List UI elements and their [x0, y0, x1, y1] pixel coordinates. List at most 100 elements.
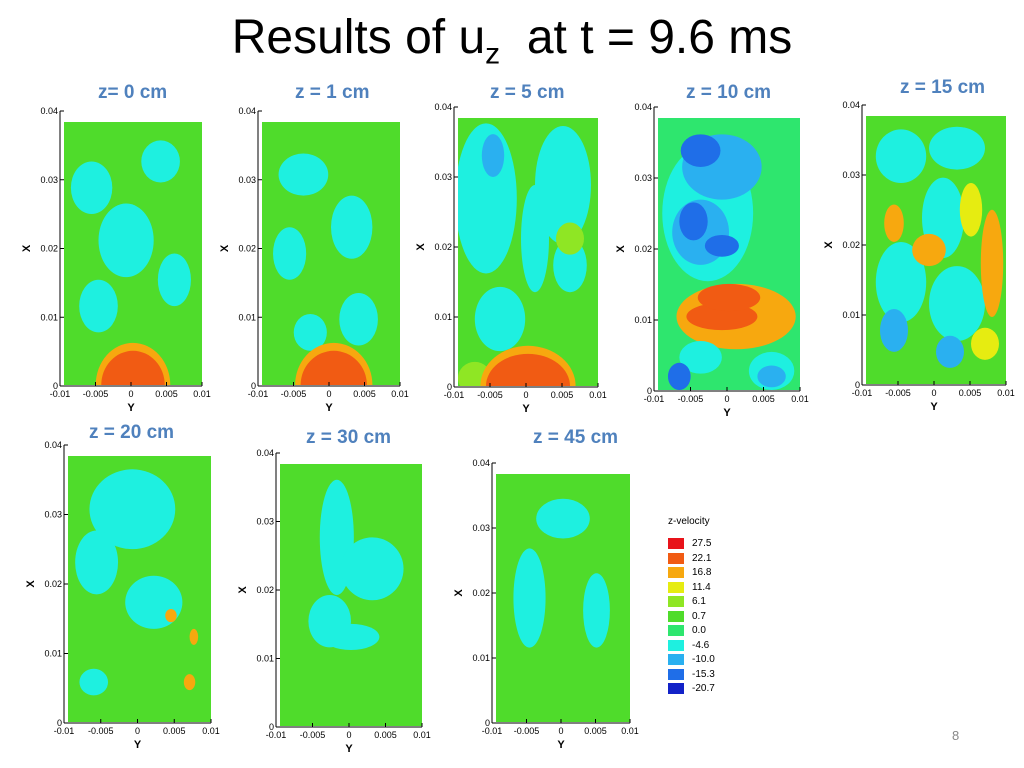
contour-plot-z45: 0 0.01 0.02 0.03 0.04 -0.01 -0.005 0 0.005 0.01 Y X: [453, 458, 639, 751]
legend-level: -20.7: [668, 683, 738, 694]
contour-plot-z20: 0 0.01 0.02 0.03 0.04 -0.01 -0.005 0 0.005 0.01 Y X: [25, 440, 220, 751]
panel-title-z30: z = 30 cm: [306, 427, 392, 448]
x-axis-label: Y: [325, 402, 333, 414]
legend-level: -4.6: [668, 639, 738, 651]
y-tick-label: 0.02: [44, 579, 62, 589]
y-tick-label: 0.04: [472, 458, 490, 468]
contour-region: [513, 548, 546, 648]
x-tick-label: 0: [558, 726, 563, 736]
contour-region: [486, 353, 570, 386]
legend-label: -20.7: [692, 683, 715, 694]
y-axis-label: X: [21, 244, 33, 252]
y-tick-label: 0: [251, 381, 256, 391]
contour-region: [474, 286, 526, 352]
x-tick-label: 0.005: [163, 726, 186, 736]
title-subscript: z: [485, 37, 501, 71]
y-tick-label: 0: [485, 718, 490, 728]
x-tick-label: -0.005: [83, 389, 109, 399]
legend-swatch: [668, 668, 684, 680]
x-tick-label: 0.01: [997, 388, 1015, 398]
contour-region: [929, 126, 985, 170]
contour-region: [980, 209, 1004, 317]
contour-region: [273, 227, 307, 280]
y-tick-label: 0.03: [256, 517, 274, 527]
x-tick-label: -0.01: [444, 390, 465, 400]
contour-plot-z30: 0 0.01 0.02 0.03 0.04 -0.01 -0.005 0 0.005 0.01 Y X: [237, 448, 431, 755]
contour-region: [553, 238, 587, 293]
y-tick-label: 0.02: [238, 244, 256, 254]
y-tick-label: 0.02: [256, 585, 274, 595]
x-tick-label: -0.005: [88, 726, 114, 736]
x-tick-label: -0.01: [482, 726, 503, 736]
contour-region: [75, 530, 119, 595]
y-tick-label: 0.04: [238, 106, 256, 116]
contour-region: [339, 292, 378, 346]
x-axis-label: Y: [127, 402, 135, 414]
y-tick-label: 0.03: [238, 175, 256, 185]
contour-region: [679, 202, 708, 241]
legend-label: 22.1: [692, 552, 712, 564]
x-tick-label: 0.005: [584, 726, 607, 736]
contour-region: [293, 313, 327, 351]
x-axis-label: Y: [345, 743, 353, 755]
panel-title-z0: z= 0 cm: [98, 82, 168, 103]
legend-level: 27.5: [668, 538, 738, 549]
x-axis-label: Y: [134, 739, 142, 751]
x-tick-label: 0: [128, 389, 133, 399]
contour-region: [183, 674, 196, 691]
x-tick-label: 0.005: [551, 390, 574, 400]
contour-region: [959, 183, 983, 237]
contour-region: [70, 161, 113, 215]
contour-region: [536, 498, 590, 539]
panel-title-z5: z = 5 cm: [490, 82, 565, 103]
x-tick-label: 0: [326, 389, 331, 399]
x-tick-label: -0.01: [852, 388, 873, 398]
y-axis-label: X: [219, 244, 231, 252]
contour-region: [300, 350, 367, 385]
legend-title: z-velocity: [668, 516, 710, 527]
y-axis-label: X: [25, 580, 37, 588]
contour-region: [757, 365, 786, 388]
x-tick-label: -0.01: [248, 389, 269, 399]
y-tick-label: 0.01: [40, 312, 58, 322]
x-tick-label: 0.005: [959, 388, 982, 398]
contour-region: [971, 327, 999, 360]
contour-region: [189, 628, 199, 645]
legend-level: -10.0: [668, 654, 738, 665]
x-tick-label: 0.005: [752, 394, 775, 404]
contour-plot-z1: 0 0.01 0.02 0.03 0.04 -0.01 -0.005 0 0.005 0.01 Y X: [219, 106, 409, 414]
x-tick-label: -0.01: [50, 389, 71, 399]
legend-swatch: [668, 610, 684, 622]
color-legend: z-velocity 27.5 22.1 16.8 11.4 6.1 0.7 0.0 -4.6…: [668, 516, 738, 694]
x-tick-label: 0.005: [155, 389, 178, 399]
contour-region: [667, 362, 691, 390]
contour-region: [157, 253, 191, 307]
x-tick-label: 0: [931, 388, 936, 398]
y-axis-label: X: [237, 586, 249, 594]
contour-region: [556, 222, 584, 255]
y-tick-label: 0.03: [634, 173, 652, 183]
y-axis-label: X: [615, 245, 627, 253]
contour-region: [697, 283, 761, 312]
x-tick-label: -0.005: [477, 390, 503, 400]
x-tick-label: 0.01: [589, 390, 607, 400]
x-tick-label: 0: [724, 394, 729, 404]
legend-swatch: [668, 538, 684, 549]
panel-title-z45: z = 45 cm: [533, 427, 619, 448]
contour-region: [912, 233, 946, 267]
page-number: 8: [952, 728, 960, 743]
contour-region: [141, 140, 180, 183]
legend-label: 0.7: [692, 610, 706, 622]
title-main: Results of u: [231, 11, 486, 64]
y-tick-label: 0.03: [472, 523, 490, 533]
panel-title-z20: z = 20 cm: [89, 422, 175, 443]
legend-swatch: [668, 654, 684, 665]
x-tick-label: -0.01: [644, 394, 665, 404]
legend-swatch: [668, 581, 684, 593]
contour-region: [322, 623, 380, 651]
y-tick-label: 0.02: [40, 244, 58, 254]
x-tick-label: 0.01: [391, 389, 409, 399]
legend-label: -4.6: [692, 639, 710, 651]
y-tick-label: 0.04: [842, 100, 860, 110]
contour-region: [341, 537, 404, 601]
